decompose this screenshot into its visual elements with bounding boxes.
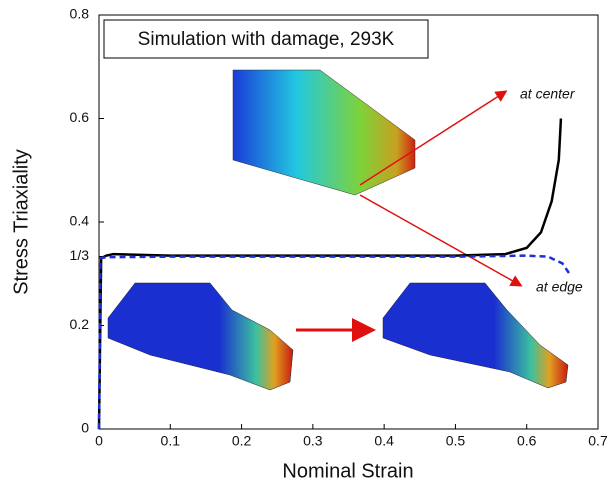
page: {"chart_data": {"type": "line", "title":… bbox=[0, 0, 607, 490]
x-tick-label: 0 bbox=[95, 433, 103, 449]
x-tick-label: 0.1 bbox=[161, 433, 181, 449]
x-tick-label: 0.2 bbox=[232, 433, 252, 449]
mesh-image-left bbox=[108, 283, 293, 390]
arrow bbox=[360, 195, 520, 285]
y-tick-label: 0.6 bbox=[70, 109, 90, 125]
x-tick-label: 0.5 bbox=[446, 433, 466, 449]
x-tick-label: 0.3 bbox=[303, 433, 323, 449]
mesh-image-top bbox=[233, 70, 415, 195]
x-axis-label: Nominal Strain bbox=[282, 460, 413, 482]
y-tick-label: 1/3 bbox=[70, 247, 90, 263]
annotation: at center bbox=[520, 86, 576, 102]
x-tick-label: 0.4 bbox=[374, 433, 394, 449]
y-tick-label: 0.4 bbox=[70, 213, 90, 229]
chart: Simulation with damage, 293K Nominal Str… bbox=[0, 0, 607, 490]
mesh-image-right bbox=[383, 283, 568, 388]
y-tick-label: 0 bbox=[81, 420, 89, 436]
x-tick-label: 0.7 bbox=[588, 433, 607, 449]
y-tick-label: 0.8 bbox=[70, 6, 90, 22]
y-axis-label: Stress Triaxiality bbox=[10, 149, 32, 295]
y-tick-label: 0.2 bbox=[70, 316, 90, 332]
chart-title: Simulation with damage, 293K bbox=[138, 29, 395, 50]
x-tick-label: 0.6 bbox=[517, 433, 537, 449]
annotation: at edge bbox=[536, 279, 583, 295]
